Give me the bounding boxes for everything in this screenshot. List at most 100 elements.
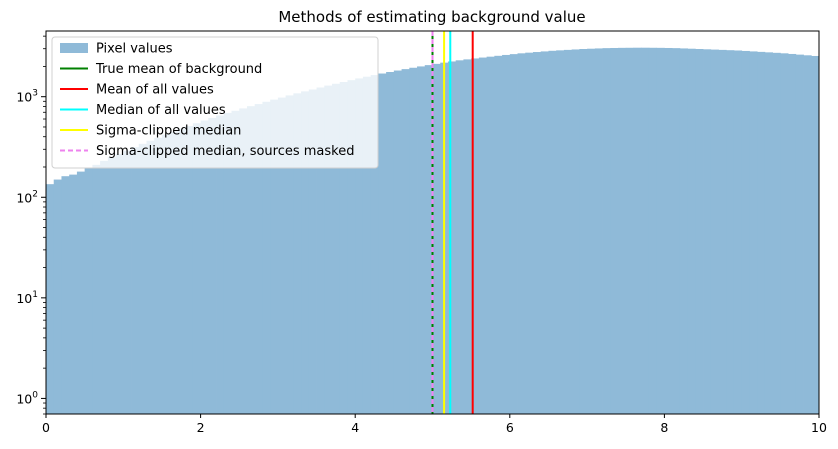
histogram-bar — [417, 66, 426, 414]
histogram-bar — [602, 48, 611, 414]
histogram-bar — [571, 49, 580, 414]
histogram-bar — [378, 73, 387, 414]
histogram-bar — [795, 54, 804, 414]
histogram-bar — [231, 110, 240, 414]
histogram-bar — [726, 50, 735, 414]
x-tick-label: 10 — [811, 420, 827, 435]
histogram-bar — [270, 99, 279, 414]
reference-lines — [431, 31, 474, 414]
legend: Pixel values True mean of background Mean … — [51, 36, 379, 169]
histogram-bar — [803, 55, 812, 414]
histogram-bar — [192, 123, 201, 414]
histogram-bar — [672, 48, 681, 414]
legend-label-median-of-all-values: Median of all values — [96, 103, 226, 118]
histogram-bar — [332, 83, 341, 414]
plot-frame — [45, 30, 820, 415]
histogram-bar — [625, 47, 634, 414]
histogram-bar — [517, 53, 526, 414]
y-axis: 100 101 102 103 — [16, 35, 46, 415]
histogram-bar — [362, 76, 372, 414]
histogram-bar — [788, 53, 797, 414]
histogram-bar — [471, 58, 480, 414]
legend-label-true-mean-of-background: True mean of background — [95, 62, 262, 77]
histogram-bar — [285, 95, 294, 414]
histogram-bar — [757, 51, 766, 414]
histogram-bar — [656, 47, 665, 414]
histogram-bar — [123, 150, 132, 414]
histogram-bar — [161, 134, 171, 414]
histogram-bar — [502, 54, 511, 414]
histogram-bar — [780, 53, 789, 414]
histogram-bar — [764, 52, 774, 414]
histogram-bar — [610, 47, 619, 414]
histogram-bar — [208, 117, 217, 414]
histogram-bar — [532, 52, 542, 414]
histogram-bar — [733, 50, 743, 414]
histogram-bar — [594, 48, 603, 414]
legend-box — [51, 36, 379, 169]
histogram-bar — [100, 160, 109, 414]
legend-label-sigma-clipped-median: Sigma-clipped median — [96, 124, 241, 139]
histogram-bar — [76, 171, 86, 414]
histogram-bar — [432, 63, 441, 414]
histogram-bar — [587, 48, 596, 414]
y-tick-label: 103 — [16, 89, 38, 105]
histogram-bar — [486, 56, 495, 414]
histogram-bar — [386, 72, 395, 414]
histogram-bar — [641, 47, 650, 414]
histogram-bar — [679, 48, 688, 414]
histogram-bar — [548, 50, 557, 414]
x-tick-label: 6 — [506, 420, 514, 435]
histogram-bar — [525, 52, 534, 414]
histogram-bar — [146, 140, 155, 414]
histogram-bar — [819, 57, 827, 414]
histogram-bar — [200, 120, 209, 414]
histogram-bar — [749, 51, 758, 414]
histogram-bar — [61, 176, 70, 414]
histogram-bar — [339, 81, 348, 414]
chart-title: Methods of estimating background value — [278, 8, 585, 26]
histogram-bar — [633, 47, 642, 414]
histogram-bar — [177, 128, 186, 414]
histogram-bar — [370, 75, 379, 414]
histogram-bar — [169, 131, 178, 414]
histogram-bar — [540, 51, 549, 414]
x-axis: 0 2 4 6 8 10 — [42, 414, 827, 435]
histogram-bar — [277, 97, 287, 414]
histogram-bar — [664, 47, 673, 414]
histogram-bar — [834, 58, 838, 414]
histogram-bar — [579, 49, 588, 414]
histogram-bar — [355, 78, 364, 414]
histogram-bar — [741, 50, 750, 414]
histogram-bars — [46, 47, 838, 414]
y-tick-label: 100 — [16, 390, 38, 406]
histogram-bar — [115, 153, 124, 414]
histogram-bar — [84, 168, 93, 414]
histogram-bar — [262, 101, 271, 414]
histogram-bar — [618, 47, 627, 414]
histogram-bar — [447, 61, 457, 414]
histogram-bar — [239, 108, 248, 414]
histogram-bar — [393, 70, 402, 414]
histogram-bar — [107, 157, 116, 414]
histogram-bar — [401, 69, 410, 414]
legend-label-pixel-values: Pixel values — [96, 42, 173, 57]
histogram-bar — [695, 49, 704, 414]
histogram-bar — [308, 89, 317, 414]
histogram-bar — [223, 112, 232, 414]
histogram-bar — [46, 184, 55, 414]
y-tick-label: 102 — [16, 189, 38, 205]
histogram-bar — [316, 87, 325, 414]
legend-label-mean-of-all-values: Mean of all values — [96, 83, 214, 98]
histogram-bar — [478, 57, 488, 414]
x-tick-label: 8 — [660, 420, 668, 435]
histogram-bar — [703, 49, 712, 414]
histogram-bar — [718, 49, 727, 414]
histogram-bar — [138, 143, 147, 414]
histogram-bar — [347, 80, 356, 414]
histogram-bar — [710, 49, 719, 414]
histogram-bar — [324, 85, 333, 414]
x-tick-label: 2 — [197, 420, 205, 435]
histogram-bar — [455, 60, 464, 414]
